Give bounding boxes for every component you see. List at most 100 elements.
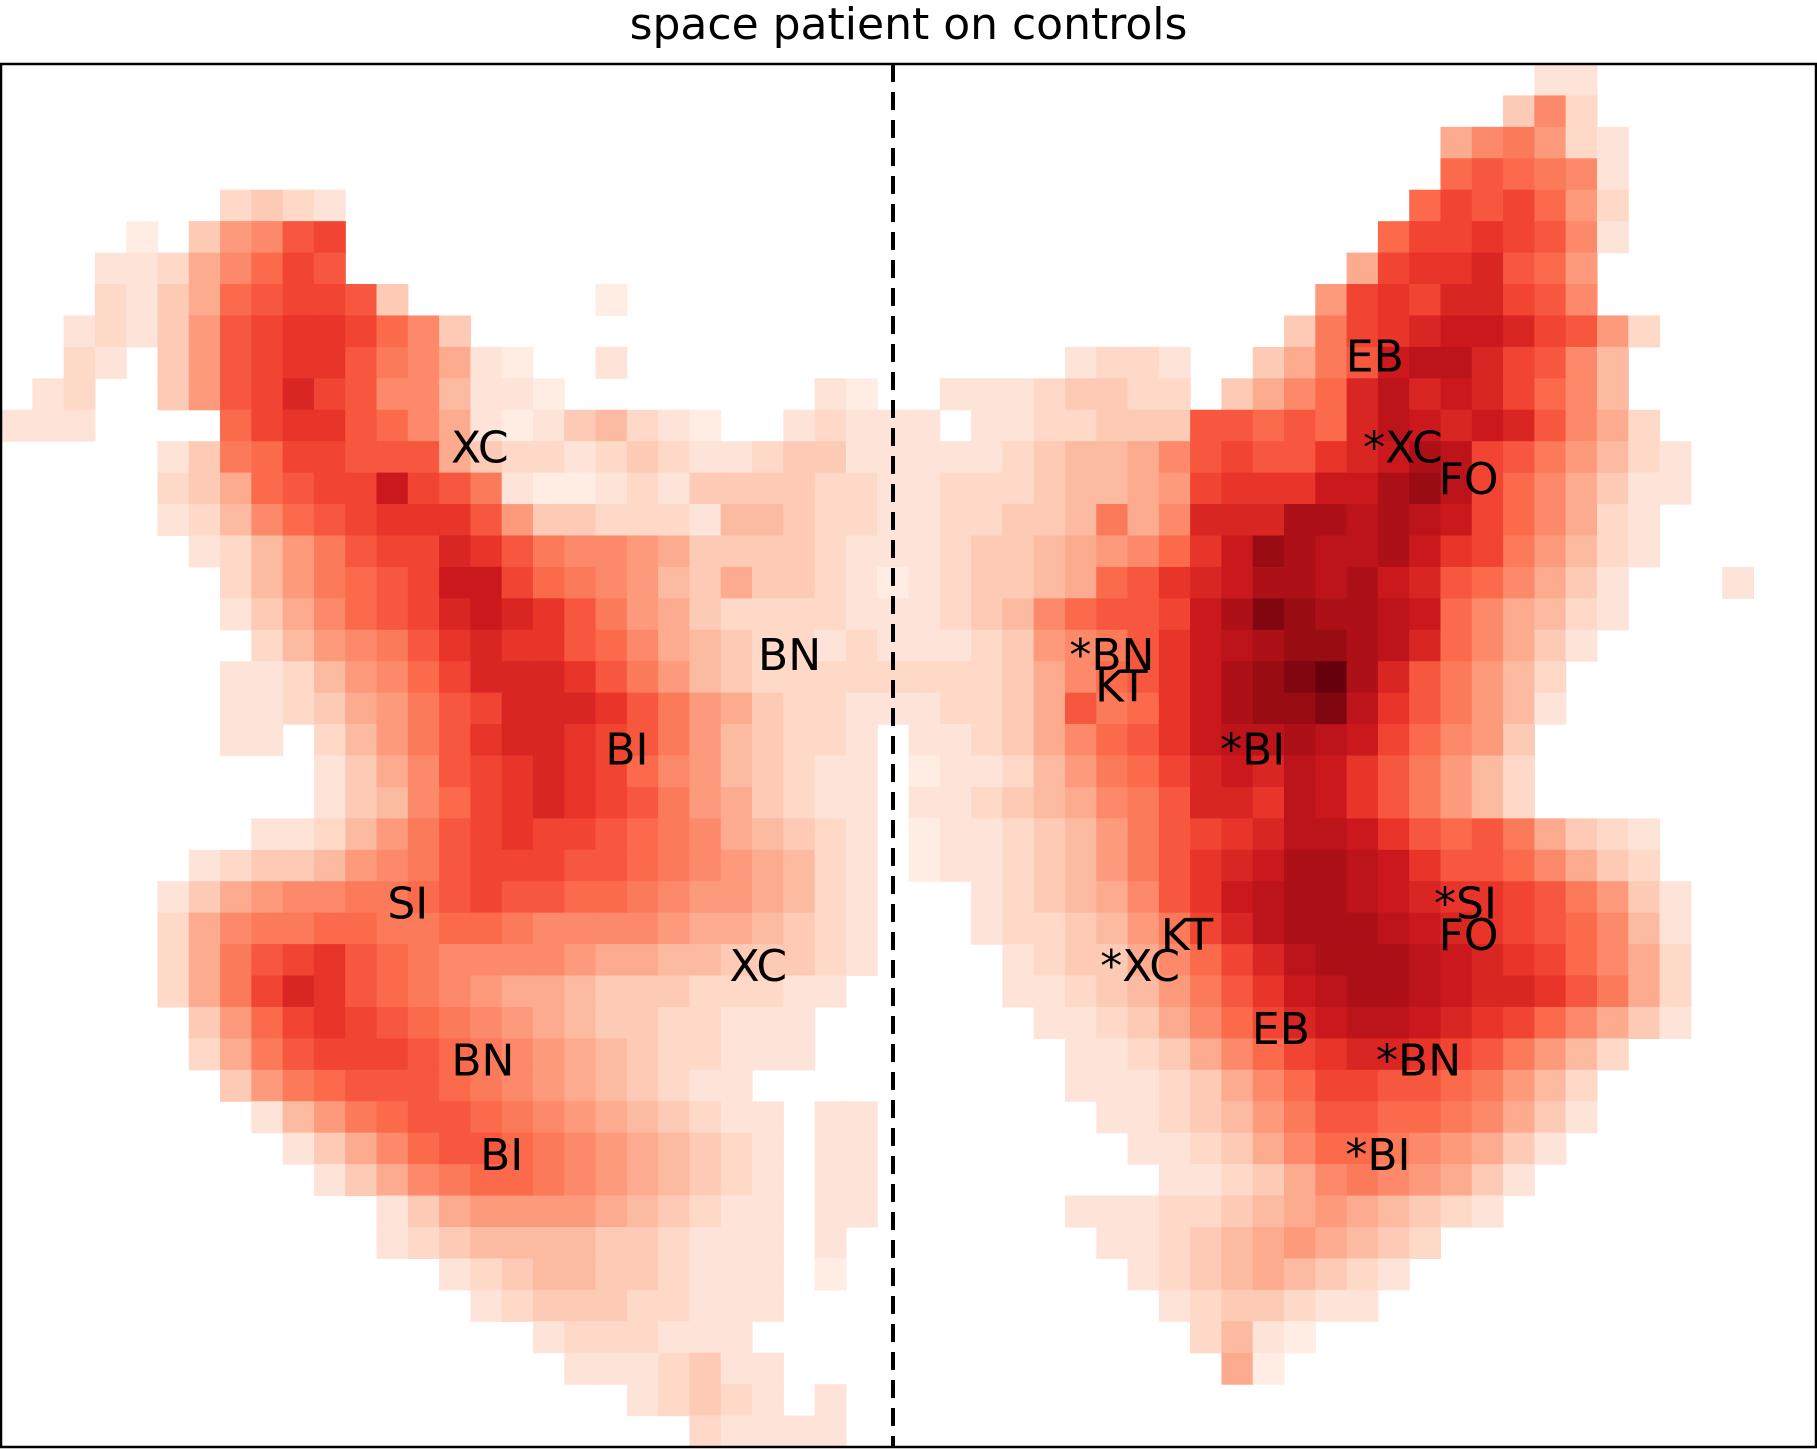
heatmap-cell bbox=[939, 566, 972, 599]
heatmap-cell bbox=[220, 346, 252, 379]
heatmap-cell bbox=[313, 315, 346, 348]
heatmap-cell bbox=[1252, 786, 1285, 819]
region-label: XC bbox=[451, 423, 509, 474]
heatmap-cell bbox=[720, 1101, 753, 1134]
heatmap-cell bbox=[1221, 724, 1254, 757]
heatmap-cell bbox=[1315, 818, 1348, 851]
region-label: XC bbox=[729, 941, 787, 992]
heatmap-cell bbox=[439, 378, 471, 411]
heatmap-cell bbox=[1158, 535, 1191, 568]
heatmap-cell bbox=[814, 1164, 847, 1197]
heatmap-cell bbox=[376, 881, 409, 914]
heatmap-cell bbox=[626, 1069, 659, 1102]
heatmap-cell bbox=[783, 944, 816, 977]
heatmap-cell bbox=[313, 849, 346, 882]
heatmap-cell bbox=[1284, 441, 1316, 474]
heatmap-cell bbox=[1346, 818, 1379, 851]
heatmap-cell bbox=[1033, 912, 1066, 945]
heatmap-cell bbox=[1503, 504, 1535, 537]
heatmap-cell bbox=[564, 1164, 597, 1197]
heatmap-cell bbox=[1284, 1132, 1316, 1165]
heatmap-cell bbox=[1440, 849, 1473, 882]
heatmap-cell bbox=[532, 692, 565, 725]
heatmap-cell bbox=[939, 692, 972, 725]
heatmap-cell bbox=[814, 881, 847, 914]
heatmap-cell bbox=[908, 504, 941, 537]
heatmap-cell bbox=[814, 629, 847, 662]
heatmap-cell bbox=[1002, 472, 1035, 505]
heatmap-cell bbox=[376, 786, 409, 819]
heatmap-cell bbox=[313, 755, 346, 788]
heatmap-cell bbox=[814, 535, 847, 568]
heatmap-cell bbox=[1596, 818, 1629, 851]
heatmap-cell bbox=[1252, 818, 1285, 851]
heatmap-cell bbox=[1440, 881, 1473, 914]
heatmap-cell bbox=[501, 881, 534, 914]
heatmap-cell bbox=[783, 472, 816, 505]
heatmap-cell bbox=[783, 724, 816, 757]
heatmap-cell bbox=[971, 504, 1003, 537]
heatmap-cell bbox=[376, 818, 409, 851]
heatmap-cell bbox=[1346, 1101, 1379, 1134]
heatmap-cell bbox=[532, 535, 565, 568]
heatmap-cell bbox=[1471, 629, 1504, 662]
heatmap-cell bbox=[1064, 472, 1097, 505]
heatmap-cell bbox=[1064, 1006, 1097, 1039]
heatmap-cell bbox=[376, 598, 409, 631]
heatmap-cell bbox=[752, 1132, 784, 1165]
heatmap-cell bbox=[1033, 724, 1066, 757]
heatmap-cell bbox=[407, 755, 440, 788]
heatmap-cell bbox=[1158, 1226, 1191, 1260]
heatmap-cell bbox=[1409, 849, 1442, 882]
heatmap-cell bbox=[564, 566, 597, 599]
heatmap-cell bbox=[282, 284, 315, 317]
heatmap-cell bbox=[157, 441, 190, 474]
heatmap-cell bbox=[1158, 881, 1191, 914]
heatmap-cell bbox=[345, 566, 378, 599]
heatmap-cell bbox=[626, 504, 659, 537]
heatmap-cell bbox=[407, 1132, 440, 1165]
heatmap-cell bbox=[1565, 944, 1598, 977]
heatmap-cell bbox=[1534, 252, 1567, 285]
heatmap-cell bbox=[1158, 786, 1191, 819]
heatmap-cell bbox=[752, 1352, 784, 1385]
heatmap-cell bbox=[845, 598, 878, 631]
heatmap-cell bbox=[1284, 786, 1316, 819]
heatmap-cell bbox=[689, 1006, 722, 1039]
heatmap-cell bbox=[1503, 1069, 1535, 1102]
heatmap-cell bbox=[626, 566, 659, 599]
heatmap-cell bbox=[720, 1164, 753, 1197]
heatmap-cell bbox=[689, 598, 722, 631]
heatmap-cell bbox=[313, 441, 346, 474]
heatmap-cell bbox=[1628, 849, 1661, 882]
heatmap-cell bbox=[1221, 692, 1254, 725]
heatmap-cell bbox=[1565, 189, 1598, 222]
heatmap-cell bbox=[689, 1226, 722, 1260]
heatmap-cell bbox=[689, 912, 722, 945]
heatmap-cell bbox=[1127, 818, 1160, 851]
heatmap-cell bbox=[1002, 786, 1035, 819]
heatmap-cell bbox=[1565, 441, 1598, 474]
heatmap-cell bbox=[939, 755, 972, 788]
heatmap-cell bbox=[532, 1069, 565, 1102]
heatmap-cell bbox=[1503, 975, 1535, 1008]
heatmap-cell bbox=[188, 535, 221, 568]
heatmap-cell bbox=[1221, 1321, 1254, 1354]
heatmap-cell bbox=[1033, 881, 1066, 914]
heatmap-cell bbox=[345, 1038, 378, 1071]
heatmap-cell bbox=[407, 724, 440, 757]
heatmap-cell bbox=[1252, 1258, 1285, 1291]
heatmap-cell bbox=[1409, 786, 1442, 819]
heatmap-cell bbox=[1315, 692, 1348, 725]
heatmap-cell bbox=[752, 724, 784, 757]
heatmap-cell bbox=[251, 1069, 284, 1102]
heatmap-cell bbox=[345, 1101, 378, 1134]
heatmap-cell bbox=[376, 409, 409, 442]
heatmap-cell bbox=[845, 724, 878, 757]
heatmap-cell bbox=[1002, 975, 1035, 1008]
heatmap-cell bbox=[1284, 409, 1316, 442]
heatmap-cell bbox=[470, 1101, 503, 1134]
heatmap-cell bbox=[188, 315, 221, 348]
heatmap-cell bbox=[1503, 126, 1535, 159]
heatmap-cell bbox=[1033, 849, 1066, 882]
